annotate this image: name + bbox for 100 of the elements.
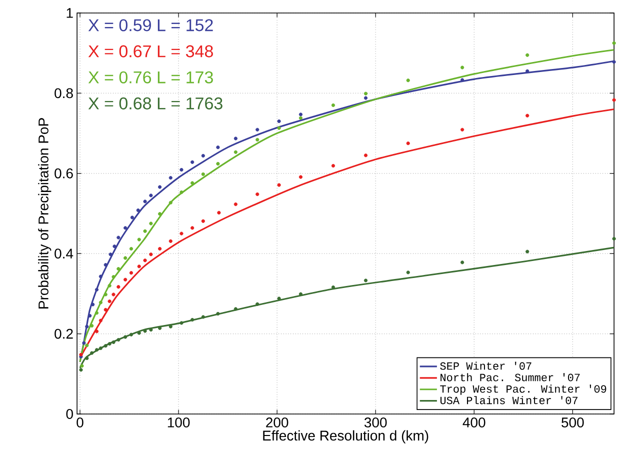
y-tick-label: 1 bbox=[66, 8, 73, 18]
point bbox=[168, 176, 172, 180]
point bbox=[216, 312, 220, 316]
point bbox=[364, 154, 368, 158]
point bbox=[234, 150, 238, 154]
point bbox=[137, 238, 141, 242]
point bbox=[168, 200, 172, 204]
x-axis-title: Effective Resolution d (km) bbox=[263, 430, 428, 444]
point bbox=[94, 288, 99, 292]
point bbox=[364, 278, 368, 282]
point bbox=[256, 138, 260, 142]
point bbox=[277, 119, 281, 124]
x-tick-label: 200 bbox=[266, 418, 288, 428]
point bbox=[256, 128, 260, 132]
legend-label: North Pac. Summer '07 bbox=[440, 373, 580, 382]
point bbox=[112, 340, 116, 344]
point bbox=[143, 229, 147, 233]
point bbox=[90, 351, 94, 355]
point bbox=[98, 300, 102, 304]
point bbox=[331, 103, 336, 108]
annotation: X = 0.68 L = 1763 bbox=[88, 97, 222, 110]
y-axis-title: Probability of Precipitation PoP bbox=[38, 118, 52, 308]
point bbox=[180, 190, 184, 194]
point bbox=[82, 341, 86, 345]
point bbox=[234, 136, 238, 140]
point bbox=[149, 222, 153, 226]
point bbox=[98, 346, 102, 350]
point bbox=[108, 252, 112, 256]
point bbox=[180, 321, 184, 325]
x-tick-label: 300 bbox=[364, 418, 387, 428]
point bbox=[298, 112, 303, 116]
point bbox=[124, 226, 128, 230]
point bbox=[116, 236, 120, 240]
point bbox=[201, 315, 205, 319]
point bbox=[234, 202, 238, 206]
point bbox=[94, 348, 99, 352]
point bbox=[526, 114, 530, 118]
point bbox=[108, 342, 112, 346]
point bbox=[108, 284, 112, 288]
point bbox=[364, 92, 368, 96]
point bbox=[216, 162, 220, 166]
point bbox=[94, 330, 99, 334]
point bbox=[104, 263, 108, 267]
point bbox=[124, 278, 128, 282]
y-tick-label: 0 bbox=[66, 409, 73, 419]
point bbox=[137, 331, 141, 335]
x-tick-label: 500 bbox=[562, 418, 584, 428]
point bbox=[158, 246, 162, 251]
point bbox=[277, 183, 281, 187]
point bbox=[104, 344, 108, 348]
point bbox=[460, 128, 464, 132]
point bbox=[116, 267, 120, 271]
point bbox=[256, 302, 260, 306]
point bbox=[104, 292, 108, 296]
point bbox=[129, 271, 134, 275]
point bbox=[104, 308, 108, 312]
point bbox=[94, 311, 99, 315]
point bbox=[201, 219, 205, 223]
point bbox=[130, 216, 134, 220]
point bbox=[460, 260, 464, 264]
point bbox=[217, 210, 221, 214]
point bbox=[526, 250, 530, 254]
point bbox=[129, 246, 134, 251]
point bbox=[91, 302, 95, 306]
point bbox=[331, 164, 336, 168]
point bbox=[85, 344, 89, 348]
point bbox=[136, 208, 140, 212]
point bbox=[112, 244, 116, 248]
point bbox=[190, 226, 194, 230]
legend-label: USA Plains Winter '07 bbox=[440, 396, 578, 404]
point bbox=[124, 256, 128, 260]
point bbox=[168, 239, 172, 243]
point bbox=[116, 338, 120, 342]
point bbox=[143, 200, 147, 204]
point bbox=[298, 175, 303, 179]
point bbox=[168, 324, 172, 328]
point bbox=[190, 318, 194, 322]
point bbox=[201, 154, 205, 158]
point bbox=[79, 368, 83, 372]
point bbox=[149, 252, 153, 256]
point bbox=[256, 192, 260, 196]
point bbox=[85, 356, 89, 360]
point bbox=[277, 126, 281, 130]
point bbox=[406, 270, 410, 274]
x-tick-label: 400 bbox=[462, 418, 486, 428]
point bbox=[112, 292, 116, 296]
annotation: X = 0.67 L = 348 bbox=[88, 45, 213, 58]
point bbox=[406, 142, 410, 146]
y-tick-label: 0.8 bbox=[54, 88, 73, 98]
point bbox=[116, 285, 120, 289]
point bbox=[158, 185, 162, 189]
point bbox=[108, 300, 112, 304]
point bbox=[149, 194, 153, 198]
annotation: X = 0.59 L = 152 bbox=[88, 19, 213, 32]
point bbox=[112, 275, 116, 279]
x-tick-label: 0 bbox=[76, 418, 84, 428]
point bbox=[201, 172, 205, 176]
y-tick-label: 0.2 bbox=[54, 328, 73, 339]
y-tick-label: 0.6 bbox=[54, 168, 73, 178]
annotation: X = 0.76 L = 173 bbox=[88, 71, 213, 84]
